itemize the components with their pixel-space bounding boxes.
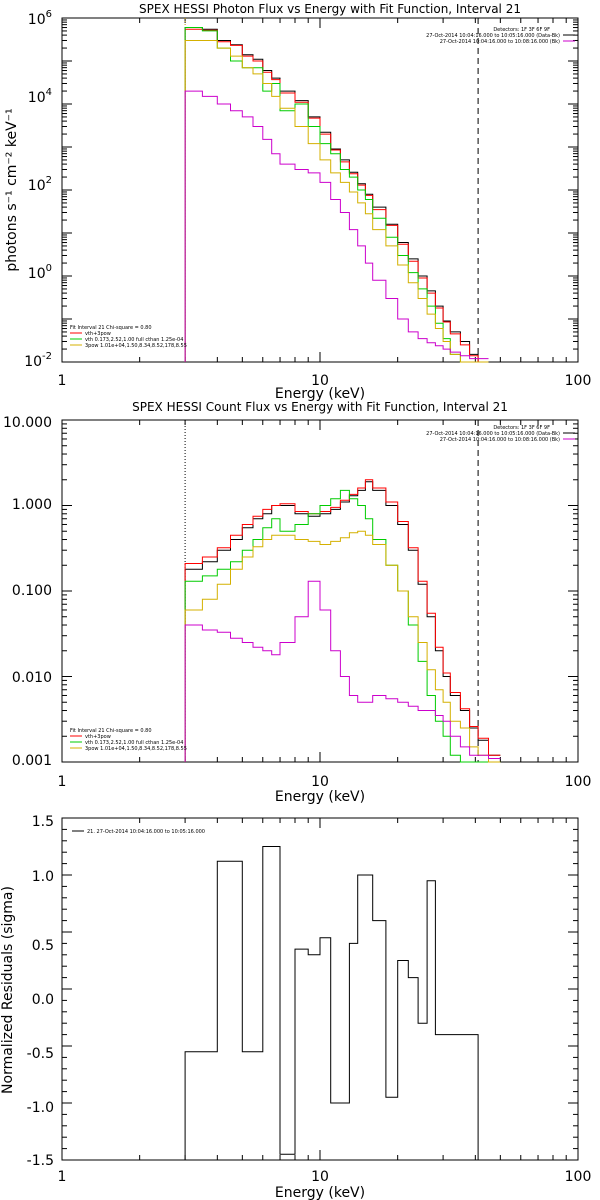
count-flux-x-tick-100: 100 (565, 774, 592, 790)
photon-flux-fit-3pow: 3pow 1.01e+04,1.50,8.34,8.52,178,8.55 (85, 343, 187, 349)
photon-flux-fit-total: vth+3pow (85, 331, 111, 337)
residuals-y-tick-1.0: 1.0 (32, 869, 54, 885)
residuals-legend-text: 21. 27-Oct-2014 10:04:16.000 to 10:05:16… (87, 829, 205, 835)
photon-flux-x-tick-10: 10 (311, 373, 329, 389)
count-flux-legend-top: Detectors: 1F 3F 6F 9F 27-Oct-2014 10:04… (426, 425, 575, 443)
photon-flux-series-1 (184, 28, 489, 363)
count-flux-series-4 (184, 580, 501, 762)
photon-flux-y-tick-1e-2: 10-2 (24, 351, 52, 370)
photon-flux-fit-header: Fit Interval 21 Chi-square = 0.80 (70, 325, 152, 331)
photon-flux-x-tick-labels: 1 10 100 (58, 373, 592, 389)
residuals-x-tick-1: 1 (58, 1169, 67, 1185)
photon-flux-fit-vth: vth 0.173,2.52,1.00 full cthan 1.25e-04 (85, 337, 183, 343)
count-flux-fit-vth: vth 0.173,2.52,1.00 full cthan 1.25e-04 (85, 740, 183, 746)
count-flux-x-tick-1: 1 (58, 774, 67, 790)
count-flux-plot-area (61, 419, 579, 763)
count-flux-fit-total: vth+3pow (85, 734, 111, 740)
count-flux-title: SPEX HESSI Count Flux vs Energy with Fit… (132, 400, 508, 414)
residuals-x-tick-10: 10 (311, 1169, 329, 1185)
photon-flux-panel: SPEX HESSI Photon Flux vs Energy with Fi… (4, 2, 591, 402)
count-flux-series-1 (184, 479, 501, 762)
count-flux-y-tick-1.000: 1.000 (12, 497, 52, 513)
count-flux-y-tick-0.010: 0.010 (12, 670, 52, 686)
photon-flux-x-tick-1: 1 (58, 373, 67, 389)
count-flux-series-3 (184, 530, 501, 763)
residuals-y-tick--1.5: -1.5 (27, 1153, 54, 1169)
residuals-y-tick--0.5: -0.5 (27, 1046, 54, 1062)
count-flux-series-2 (184, 489, 501, 763)
count-flux-y-tick-0.001: 0.001 (12, 753, 52, 769)
photon-flux-y-tick-1e2: 102 (28, 175, 52, 194)
residuals-series-0 (184, 846, 479, 1160)
residuals-plot-area (61, 817, 579, 1161)
photon-flux-x-tick-100: 100 (565, 373, 592, 389)
count-flux-panel: SPEX HESSI Count Flux vs Energy with Fit… (3, 400, 591, 805)
residuals-y-tick-1.5: 1.5 (32, 814, 54, 830)
count-flux-legend-data: 27-Oct-2014 10:04:16.000 to 10:05:16.000… (426, 431, 560, 437)
count-flux-y-tick-labels: 0.001 0.010 0.100 1.000 10.000 (3, 415, 52, 769)
residuals-y-tick-0.0: 0.0 (32, 992, 54, 1008)
residuals-panel: 1 10 100 Energy (keV) -1.5 -1.0 -0.5 0.0… (0, 814, 591, 1200)
count-flux-legend-header: Detectors: 1F 3F 6F 9F (493, 425, 550, 431)
count-flux-x-tick-labels: 1 10 100 (58, 774, 592, 790)
count-flux-y-tick-10.000: 10.000 (3, 415, 52, 431)
count-flux-fit-header: Fit Interval 21 Chi-square = 0.80 (70, 728, 152, 734)
photon-flux-series-4 (184, 90, 489, 362)
count-flux-legend-bottom: Fit Interval 21 Chi-square = 0.80 vth+3p… (70, 728, 187, 752)
photon-flux-legend-bk: 27-Oct-2014 10:04:16.000 to 10:08:16.000… (440, 39, 560, 45)
residuals-x-tick-labels: 1 10 100 (58, 1169, 592, 1185)
count-flux-legend-bk: 27-Oct-2014 10:04:16.000 to 10:08:16.000… (440, 437, 560, 443)
count-flux-y-tick-0.100: 0.100 (12, 583, 52, 599)
photon-flux-legend-data: 27-Oct-2014 10:04:16.000 to 10:05:16.000… (426, 33, 560, 39)
count-flux-x-label: Energy (keV) (275, 789, 365, 805)
photon-flux-legend-bottom: Fit Interval 21 Chi-square = 0.80 vth+3p… (70, 325, 187, 349)
count-flux-fit-3pow: 3pow 1.01e+04,1.50,8.34,8.52,178,8.55 (85, 746, 187, 752)
residuals-x-label: Energy (keV) (275, 1185, 365, 1200)
residuals-legend: 21. 27-Oct-2014 10:04:16.000 to 10:05:16… (72, 829, 205, 835)
photon-flux-axes-frame (61, 17, 579, 363)
photon-flux-y-tick-labels: 10-2 100 102 104 106 (24, 9, 52, 370)
photon-flux-y-label: photons s⁻¹ cm⁻² keV⁻¹ (4, 108, 20, 271)
photon-flux-series-3 (184, 40, 489, 363)
photon-flux-x-label: Energy (keV) (275, 386, 365, 402)
count-flux-x-tick-10: 10 (311, 774, 329, 790)
residuals-y-tick-labels: -1.5 -1.0 -0.5 0.0 0.5 1.0 1.5 (27, 814, 54, 1169)
photon-flux-y-tick-1e4: 104 (28, 87, 52, 106)
residuals-axes-frame (61, 817, 579, 1161)
residuals-x-tick-100: 100 (565, 1169, 592, 1185)
photon-flux-legend-top: Detectors: 1F 3F 6F 9F 27-Oct-2014 10:04… (426, 27, 575, 45)
residuals-y-tick-0.5: 0.5 (32, 938, 54, 954)
count-flux-series-0 (184, 481, 501, 762)
photon-flux-legend-header: Detectors: 1F 3F 6F 9F (493, 27, 550, 33)
photon-flux-y-tick-1e6: 106 (28, 9, 52, 28)
residuals-y-tick--1.0: -1.0 (27, 1100, 54, 1116)
photon-flux-y-tick-1e0: 100 (28, 263, 52, 282)
photon-flux-title: SPEX HESSI Photon Flux vs Energy with Fi… (139, 2, 521, 16)
residuals-y-label: Normalized Residuals (sigma) (0, 886, 16, 1094)
photon-flux-plot-area (61, 17, 579, 363)
